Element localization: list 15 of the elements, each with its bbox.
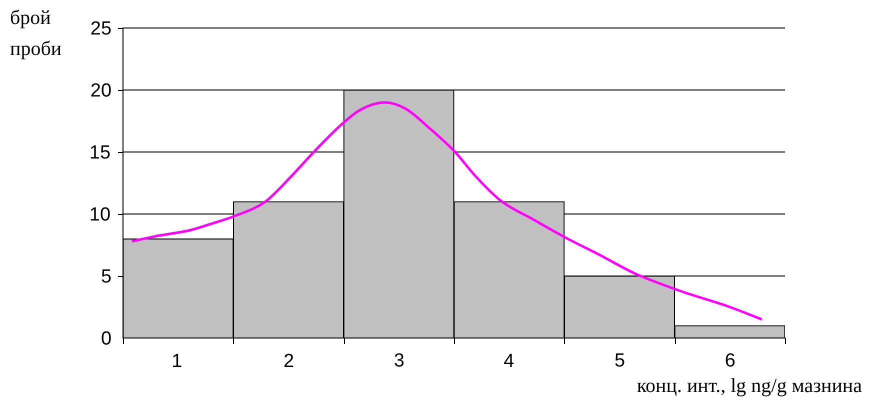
x-tick-label: 5	[614, 350, 626, 372]
y-tick-label: 5	[101, 266, 112, 288]
line-series	[130, 101, 764, 321]
x-axis-title: конц. инт., lg ng/g мазнина	[636, 375, 862, 397]
x-tick-label: 4	[504, 351, 515, 372]
y-tick-label: 0	[101, 328, 112, 350]
y-tick-label: 25	[90, 18, 112, 40]
y-axis-title: брой проби	[10, 7, 62, 60]
x-tick-label: 3	[394, 350, 404, 372]
x-tick-label: 2	[284, 351, 294, 372]
x-tick-label: 1	[172, 351, 182, 372]
y-tick-label: 20	[90, 80, 112, 102]
y-tick-label: 10	[89, 204, 111, 226]
y-tick-label: 15	[89, 142, 111, 164]
x-tick-label: 6	[724, 350, 736, 372]
